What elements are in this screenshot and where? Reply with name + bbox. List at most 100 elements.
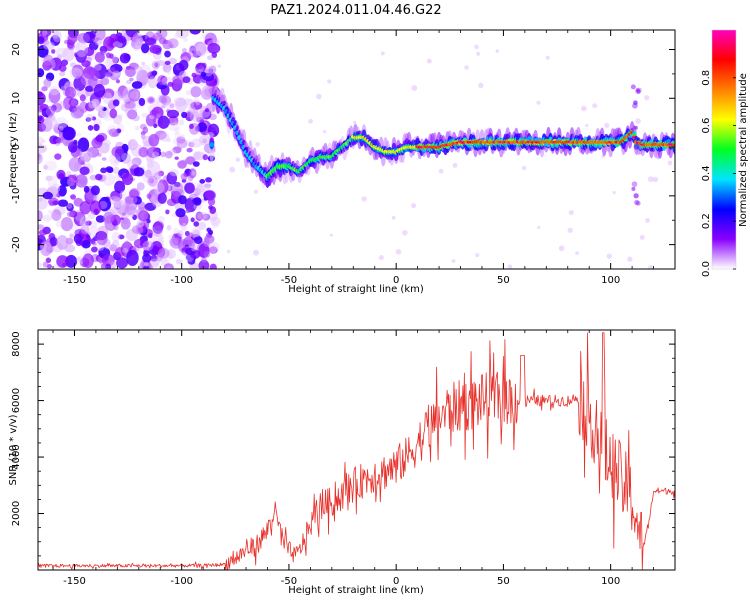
- noise-blob: [92, 241, 97, 246]
- noise-blob: [52, 264, 60, 269]
- noise-blob: [172, 146, 182, 154]
- noise-blob: [648, 264, 654, 269]
- noise-blob: [175, 77, 185, 85]
- noise-blob: [215, 39, 220, 44]
- noise-blob: [67, 177, 76, 187]
- noise-blob: [55, 220, 63, 228]
- noise-blob: [652, 176, 659, 183]
- noise-blob: [146, 193, 152, 199]
- y-tick-label: -20: [11, 236, 22, 252]
- noise-blob: [190, 138, 203, 148]
- noise-blob: [103, 140, 112, 147]
- noise-blob: [111, 70, 121, 77]
- noise-blob: [57, 199, 69, 207]
- noise-blob: [89, 30, 97, 39]
- noise-blob: [46, 98, 51, 104]
- noise-blob: [88, 100, 97, 109]
- spike-blob: [630, 84, 636, 90]
- noise-blob: [193, 197, 202, 206]
- noise-blob: [395, 248, 402, 255]
- x-tick-label: -50: [281, 576, 297, 587]
- noise-blob: [438, 168, 444, 174]
- noise-blob: [411, 85, 418, 91]
- noise-blob: [51, 209, 62, 221]
- noise-blob: [451, 259, 456, 263]
- noise-blob: [102, 92, 113, 105]
- colorbar-tick-label: 0.2: [701, 213, 712, 229]
- noise-blob: [165, 266, 172, 269]
- noise-blob: [120, 103, 130, 112]
- noise-blob: [56, 234, 69, 250]
- noise-blob: [141, 61, 146, 66]
- noise-blob: [79, 150, 93, 162]
- noise-blob: [180, 172, 188, 181]
- noise-blob: [124, 100, 136, 109]
- ridge-mark: [209, 142, 215, 148]
- noise-blob: [316, 93, 322, 100]
- noise-blob: [188, 232, 194, 238]
- noise-blob: [94, 51, 105, 63]
- noise-blob: [196, 184, 205, 193]
- colorbar-tick-label: 0.0: [701, 261, 712, 277]
- noise-blob: [193, 151, 206, 161]
- spike-blob: [633, 143, 640, 150]
- noise-blob: [48, 197, 60, 206]
- noise-blob: [452, 162, 458, 168]
- y-tick-label: -10: [11, 188, 22, 204]
- noise-blob: [150, 258, 160, 268]
- noise-blob: [117, 85, 128, 99]
- noise-blob: [129, 91, 139, 100]
- noise-blob: [79, 201, 91, 215]
- noise-blob: [158, 234, 164, 241]
- noise-blob: [62, 126, 75, 141]
- noise-blob: [199, 105, 212, 118]
- noise-blob: [197, 183, 204, 188]
- noise-blob: [202, 134, 211, 143]
- noise-blob: [176, 30, 190, 39]
- noise-blob: [132, 214, 137, 221]
- ridge-mark: [672, 143, 675, 147]
- noise-blob: [95, 173, 103, 181]
- noise-blob: [68, 157, 82, 172]
- noise-blob: [193, 187, 201, 196]
- noise-blob: [146, 96, 156, 105]
- noise-blob: [380, 51, 385, 56]
- spectrogram-noise-layer: [38, 30, 673, 269]
- noise-blob: [52, 30, 62, 43]
- noise-blob: [111, 231, 121, 243]
- noise-blob: [122, 172, 134, 186]
- noise-blob: [329, 233, 333, 237]
- noise-blob: [645, 218, 651, 223]
- noise-blob: [188, 47, 199, 58]
- noise-blob: [361, 196, 367, 202]
- noise-blob: [189, 30, 201, 35]
- noise-blob: [129, 139, 139, 149]
- noise-blob: [184, 98, 194, 106]
- noise-blob: [57, 185, 67, 197]
- noise-blob: [44, 160, 57, 171]
- noise-blob: [126, 249, 139, 267]
- noise-blob: [157, 192, 167, 204]
- noise-blob: [95, 215, 105, 223]
- noise-blob: [93, 123, 100, 132]
- noise-blob: [67, 203, 73, 209]
- noise-blob: [76, 132, 82, 137]
- noise-blob: [402, 229, 408, 236]
- noise-blob: [537, 225, 541, 230]
- noise-blob: [91, 246, 98, 253]
- noise-blob: [327, 79, 332, 84]
- colorbar: 0.0 0.2 0.4 0.6 0.8 Normalized spectral ampl…: [701, 29, 749, 277]
- noise-blob: [141, 112, 148, 118]
- noise-blob: [153, 200, 160, 206]
- noise-blob: [201, 213, 211, 221]
- noise-blob: [127, 139, 138, 151]
- x-tick-label: -100: [170, 576, 193, 587]
- noise-blob: [59, 71, 66, 77]
- noise-blob: [106, 167, 114, 174]
- noise-blob: [203, 251, 211, 258]
- noise-blob: [132, 32, 143, 47]
- noise-blob: [85, 117, 92, 122]
- noise-blob: [128, 88, 141, 102]
- noise-blob: [149, 196, 156, 202]
- noise-blob: [204, 190, 216, 201]
